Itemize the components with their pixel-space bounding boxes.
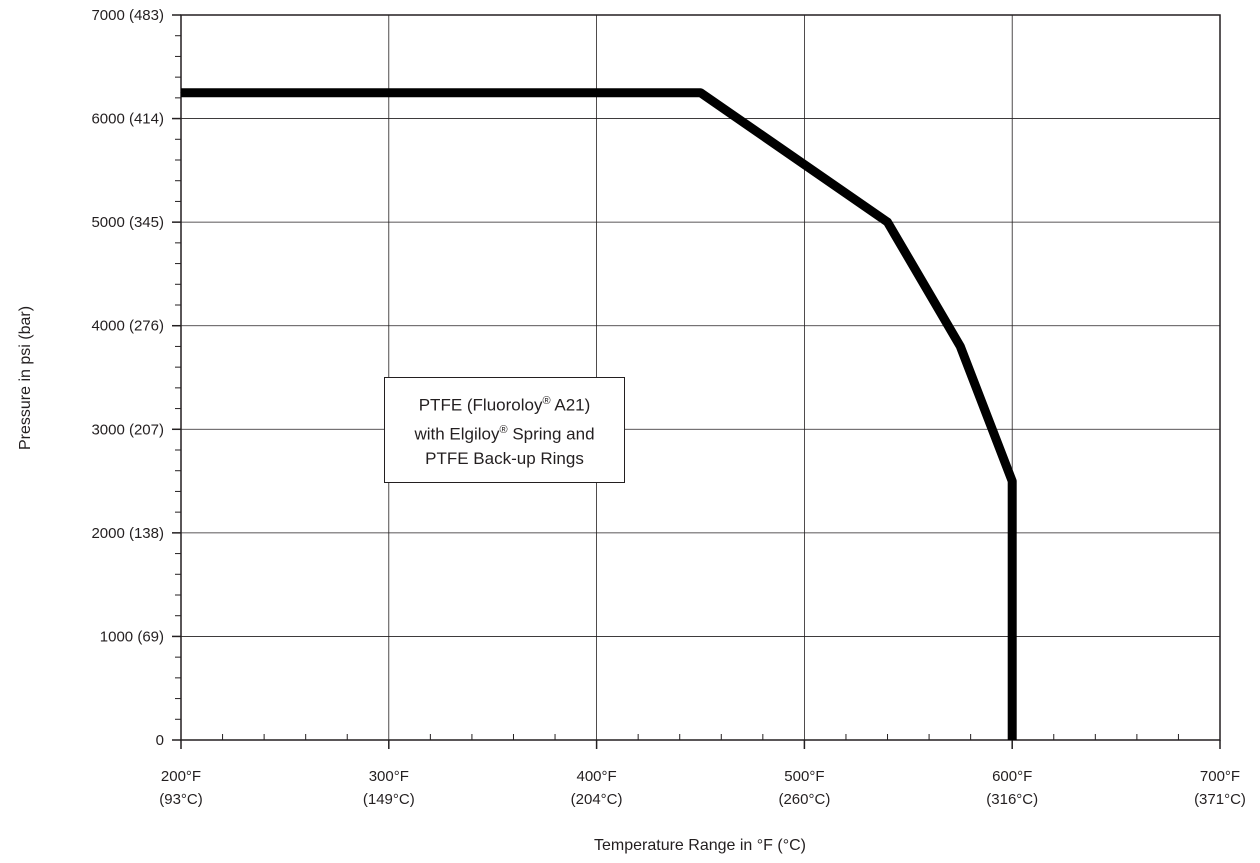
- series-point: [887, 221, 889, 223]
- annotation-line-1: PTFE (Fluoroloy® A21): [418, 395, 591, 415]
- y-axis-title: Pressure in psi (bar): [17, 306, 34, 450]
- annotation-line-2: with Elgiloy® Spring and: [414, 424, 595, 444]
- series-line: [181, 88, 1017, 740]
- series-point: [700, 92, 701, 94]
- annotation-line-3: PTFE Back-up Rings: [425, 448, 584, 468]
- plot-frame: [180, 14, 1221, 741]
- series-point: [959, 345, 961, 347]
- x-tick-label: 700°F: [1200, 768, 1240, 785]
- y-tick-label: 0: [156, 732, 164, 749]
- x-tick-label-celsius: (371°C): [1194, 791, 1246, 808]
- y-tick-labels: 0 1000 (69) 2000 (138) 3000 (207) 4000 (276)…: [91, 7, 164, 749]
- x-axis-title: Temperature Range in °F (°C): [594, 837, 806, 854]
- x-tick-label-celsius: (149°C): [363, 791, 415, 808]
- y-tick-label: 4000 (276): [91, 318, 164, 335]
- minor-ticks: [172, 14, 1221, 749]
- x-tick-label-celsius: (204°C): [571, 791, 623, 808]
- grid-lines: [181, 15, 1220, 740]
- y-tick-label: 2000 (138): [91, 525, 164, 542]
- x-tick-label-celsius: (93°C): [159, 791, 203, 808]
- x-tick-label: 300°F: [369, 768, 409, 785]
- y-tick-label: 5000 (345): [91, 214, 164, 231]
- x-tick-label: 200°F: [161, 768, 201, 785]
- x-tick-labels: 200°F (93°C) 300°F (149°C) 400°F (204°C) 500°F…: [159, 768, 1246, 808]
- series-point: [1011, 739, 1013, 741]
- y-tick-label: 1000 (69): [100, 628, 164, 645]
- y-tick-label: 6000 (414): [91, 111, 164, 128]
- series-point: [1011, 480, 1013, 482]
- y-tick-label: 7000 (483): [91, 7, 164, 24]
- annotation-box: PTFE (Fluoroloy® A21) with Elgiloy® Spri…: [384, 377, 625, 483]
- y-tick-label: 3000 (207): [91, 421, 164, 438]
- x-tick-label-celsius: (316°C): [986, 791, 1038, 808]
- x-tick-label-celsius: (260°C): [778, 791, 830, 808]
- x-tick-label: 500°F: [784, 768, 824, 785]
- series-layer: [180, 88, 1017, 741]
- series-point: [180, 92, 182, 94]
- x-tick-label: 400°F: [576, 768, 616, 785]
- x-tick-label: 600°F: [992, 768, 1032, 785]
